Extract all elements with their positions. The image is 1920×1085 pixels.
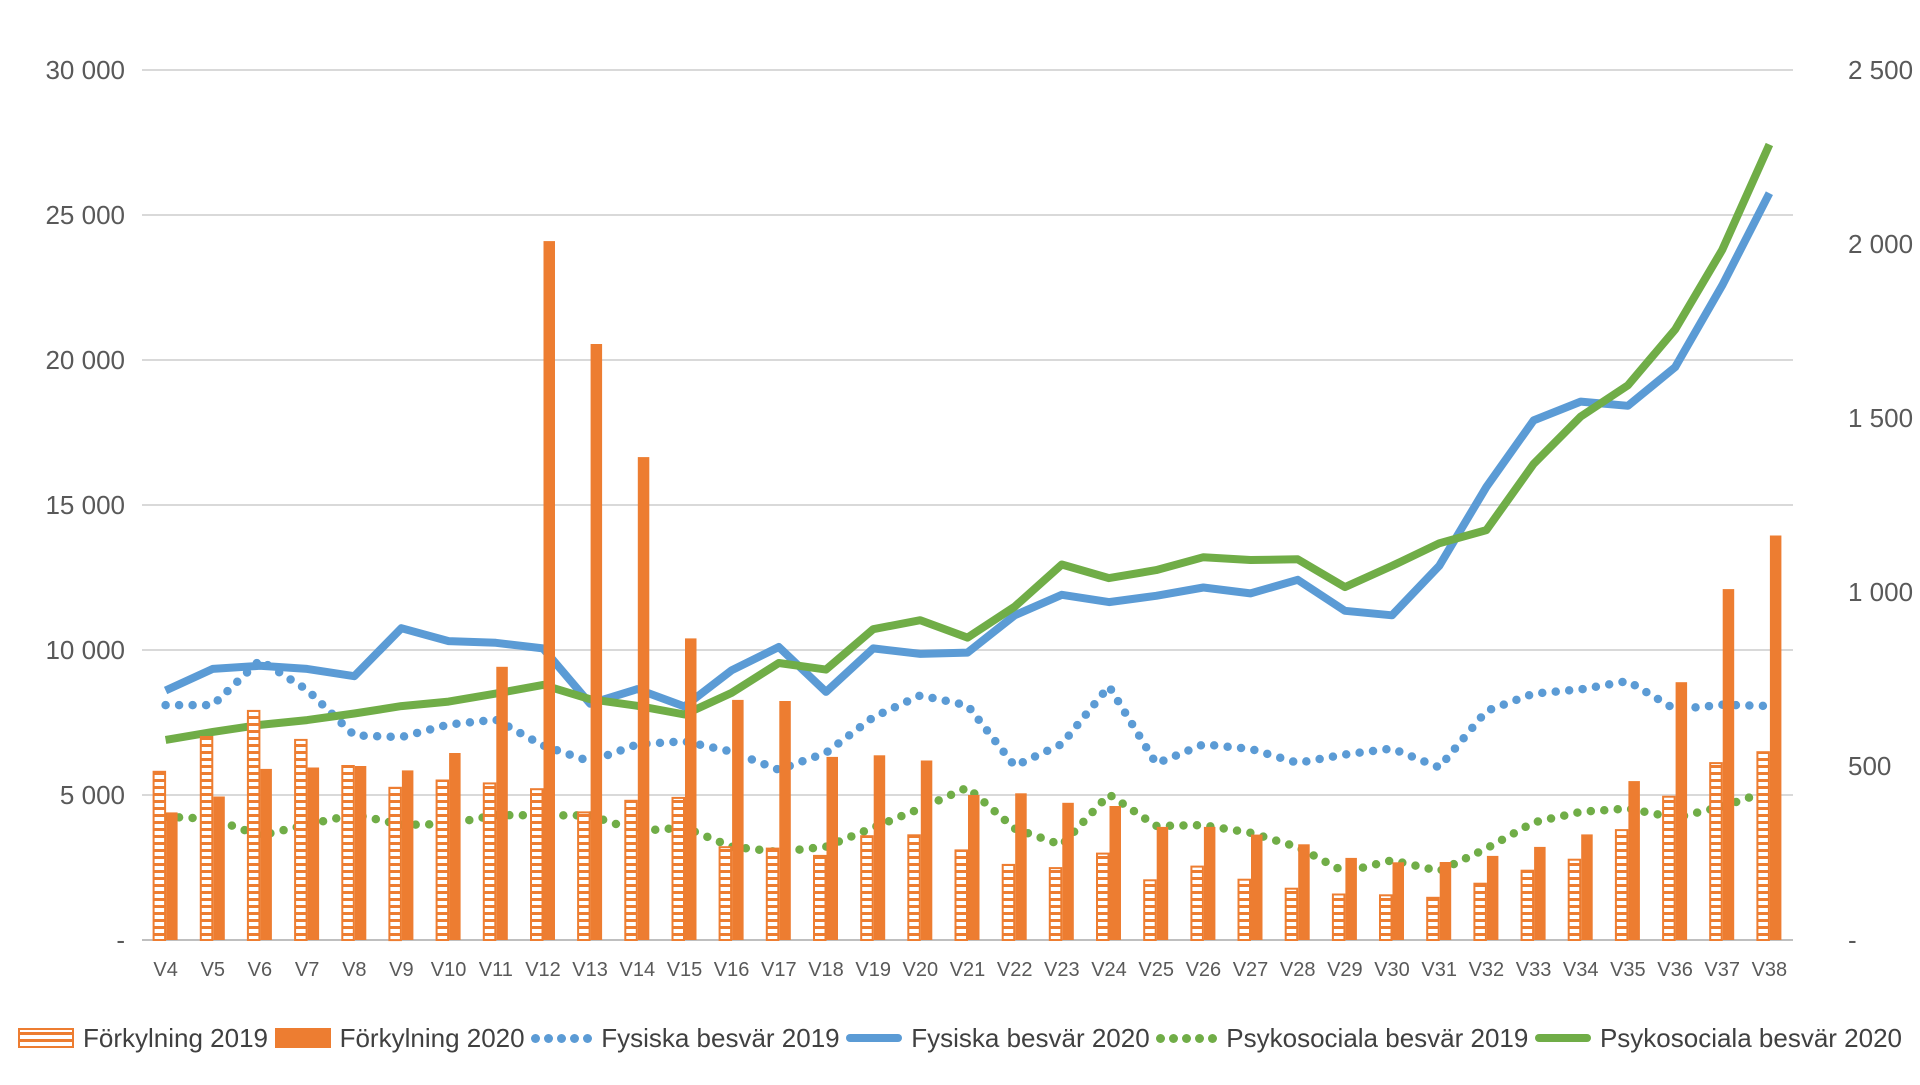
svg-text:10 000: 10 000 (45, 635, 125, 665)
legend-label: Förkylning 2019 (83, 1022, 268, 1053)
solid-line-swatch-icon (846, 1034, 903, 1042)
legend-label: Fysiska besvär 2019 (601, 1022, 840, 1053)
svg-text:V11: V11 (479, 959, 513, 981)
svg-text:V20: V20 (903, 959, 939, 981)
svg-text:V32: V32 (1469, 959, 1505, 981)
legend-label: Fysiska besvär 2020 (911, 1022, 1150, 1053)
line-dotted-psykosociala-besv-r-2019 (161, 783, 1774, 877)
svg-text:2 500: 2 500 (1848, 55, 1913, 85)
legend-item-forkylning-2019: Förkylning 2019 (18, 1023, 268, 1054)
svg-text:25 000: 25 000 (45, 200, 125, 230)
svg-text:1 000: 1 000 (1848, 577, 1913, 607)
dotted-line-swatch-icon (1156, 1033, 1218, 1043)
solid-bar-swatch-icon (274, 1028, 331, 1048)
svg-text:V16: V16 (714, 959, 750, 981)
svg-text:1 500: 1 500 (1848, 403, 1913, 433)
legend-item-psykosociala-2020: Psykosociala besvär 2020 (1534, 1022, 1902, 1054)
svg-text:V37: V37 (1704, 959, 1740, 981)
hatched-bar-swatch-icon (18, 1028, 74, 1048)
chart-legend: Förkylning 2019 Förkylning 2020 Fysiska … (0, 1012, 1920, 1064)
svg-text:V6: V6 (248, 959, 272, 981)
line-psykosociala-besv-r-2020 (164, 142, 1774, 744)
svg-text:V31: V31 (1421, 959, 1457, 981)
svg-text:20 000: 20 000 (45, 345, 125, 375)
svg-text:-: - (1848, 925, 1857, 955)
dotted-line-swatch-icon (531, 1033, 593, 1043)
svg-text:V5: V5 (201, 959, 225, 981)
svg-text:V15: V15 (667, 959, 703, 981)
svg-text:V18: V18 (808, 959, 844, 981)
svg-text:V28: V28 (1280, 959, 1316, 981)
svg-text:V30: V30 (1374, 959, 1410, 981)
legend-item-psykosociala-2019: Psykosociala besvär 2019 (1156, 1023, 1528, 1054)
left-axis-labels: - 5 000 10 000 15 000 20 000 25 000 30 000 (45, 55, 125, 955)
svg-text:V22: V22 (997, 959, 1033, 981)
svg-text:V9: V9 (389, 959, 413, 981)
x-axis-labels: V4 V5 V6 V7 V8 V9 V10 V11 V12 V13 V14 V15 V16 V17 V18 V… (153, 959, 1787, 981)
legend-item-fysiska-2019: Fysiska besvär 2019 (531, 1022, 840, 1054)
line-dotted-fysiska-besv-r-2019 (161, 655, 1774, 775)
svg-text:V4: V4 (153, 959, 177, 981)
svg-text:V27: V27 (1233, 959, 1269, 981)
svg-text:V24: V24 (1091, 959, 1127, 981)
svg-text:V26: V26 (1186, 959, 1222, 981)
svg-text:30 000: 30 000 (45, 55, 125, 85)
svg-text:V19: V19 (855, 959, 891, 981)
svg-text:5 000: 5 000 (60, 780, 125, 810)
legend-label: Psykosociala besvär 2020 (1599, 1022, 1902, 1053)
svg-text:2 000: 2 000 (1848, 229, 1913, 259)
bar-series (152, 241, 1782, 942)
svg-text:15 000: 15 000 (45, 490, 125, 520)
svg-text:V33: V33 (1516, 959, 1552, 981)
svg-text:500: 500 (1848, 751, 1891, 781)
svg-text:V25: V25 (1138, 959, 1174, 981)
svg-text:V34: V34 (1563, 959, 1599, 981)
svg-text:V14: V14 (620, 959, 656, 981)
svg-text:V38: V38 (1752, 959, 1788, 981)
line-series (161, 142, 1774, 877)
svg-text:V10: V10 (431, 959, 467, 981)
legend-item-forkylning-2020: Förkylning 2020 (274, 1022, 525, 1054)
legend-item-fysiska-2020: Fysiska besvär 2020 (846, 1022, 1150, 1054)
legend-label: Psykosociala besvär 2019 (1226, 1022, 1529, 1053)
legend-label: Förkylning 2020 (339, 1022, 525, 1053)
svg-text:V8: V8 (342, 959, 366, 981)
solid-line-swatch-icon (1534, 1034, 1591, 1042)
svg-text:V35: V35 (1610, 959, 1646, 981)
svg-text:V36: V36 (1657, 959, 1693, 981)
line-fysiska-besv-r-2020 (163, 191, 1773, 711)
svg-text:V12: V12 (525, 959, 561, 981)
svg-text:V29: V29 (1327, 959, 1363, 981)
svg-text:V23: V23 (1044, 959, 1080, 981)
bars-f-rkylning-2019 (152, 709, 1770, 942)
svg-text:-: - (116, 925, 125, 955)
svg-text:V13: V13 (572, 959, 608, 981)
svg-text:V17: V17 (761, 959, 797, 981)
right-axis-labels: - 500 1 000 1 500 2 000 2 500 (1848, 55, 1913, 955)
bars-f-rkylning-2020 (166, 241, 1782, 941)
svg-text:V21: V21 (950, 959, 986, 981)
svg-text:V7: V7 (295, 959, 319, 981)
